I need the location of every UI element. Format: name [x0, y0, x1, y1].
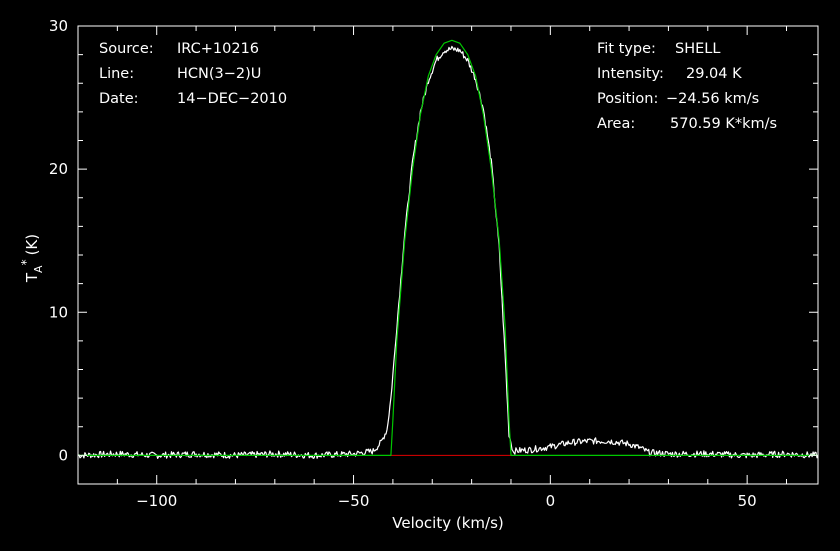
y-tick-label: 10 [49, 303, 68, 321]
y-axis-title-sub: A [32, 265, 45, 273]
line-label: Line: [99, 66, 134, 82]
fit-line [78, 39, 818, 456]
x-tick-label: −100 [136, 492, 177, 510]
fit-type-label: Fit type: [597, 41, 656, 57]
x-tick-label: 50 [738, 492, 757, 510]
date-label: Date: [99, 91, 139, 107]
area-value: 570.59 K*km/s [670, 116, 777, 132]
info-left: Source: IRC+10216 Line: HCN(3−2)U Date: … [99, 41, 287, 107]
intensity-value: 29.04 K [686, 66, 742, 82]
position-value: −24.56 km/s [666, 91, 759, 107]
y-axis-title-sup: * [19, 259, 33, 265]
x-axis-title: Velocity (km/s) [392, 514, 503, 532]
x-tick-label: −50 [338, 492, 370, 510]
y-tick-label: 0 [58, 446, 68, 464]
chart-marks [77, 39, 819, 459]
y-axis-title-base: T [23, 272, 41, 283]
source-label: Source: [99, 41, 154, 57]
axis-ticks: −100 −50 0 50 0 10 20 30 [49, 17, 818, 510]
x-tick-label: 0 [546, 492, 556, 510]
y-tick-label: 30 [49, 17, 68, 35]
y-tick-label: 20 [49, 160, 68, 178]
y-axis-title: TA* (K) [19, 234, 45, 283]
line-value: HCN(3−2)U [177, 66, 261, 82]
intensity-label: Intensity: [597, 66, 664, 82]
svg-text:TA*(K): TA* (K) [19, 234, 45, 283]
info-right: Fit type: SHELL Intensity: 29.04 K Posit… [597, 41, 777, 132]
source-value: IRC+10216 [177, 41, 259, 57]
fit-type-value: SHELL [675, 41, 720, 57]
date-value: 14−DEC−2010 [177, 91, 287, 107]
area-label: Area: [597, 116, 635, 132]
y-axis-title-unit: (K) [23, 234, 41, 256]
position-label: Position: [597, 91, 658, 107]
